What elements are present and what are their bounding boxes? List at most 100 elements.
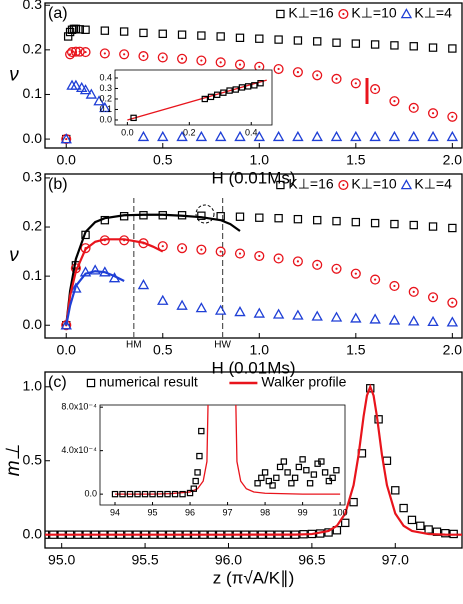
annotation-label: HW (214, 340, 231, 351)
marker (330, 130, 343, 142)
marker (215, 246, 226, 257)
marker (390, 41, 399, 50)
x-tick-label: 0.4 (245, 127, 258, 137)
marker (81, 25, 90, 34)
marker-dot (123, 53, 126, 56)
marker (330, 311, 343, 322)
marker-shape (119, 490, 126, 498)
marker (234, 59, 246, 70)
marker-shape (427, 315, 439, 327)
marker-shape (427, 108, 439, 119)
marker-shape (85, 88, 98, 99)
marker (390, 219, 399, 229)
series-line (127, 79, 267, 121)
legend-label: K⊥=4 (414, 176, 452, 192)
marker (235, 33, 245, 43)
marker-shape (370, 84, 381, 95)
marker (446, 316, 459, 327)
marker (428, 222, 438, 231)
marker-shape (171, 490, 179, 498)
marker-shape (196, 452, 203, 460)
marker-dot (277, 67, 280, 71)
annotation-label: HM (126, 340, 142, 351)
marker-shape (292, 309, 304, 320)
x-tick-label: 94 (110, 507, 120, 517)
marker-shape (111, 490, 119, 498)
marker (137, 130, 150, 142)
marker-shape (390, 41, 399, 50)
marker (177, 53, 188, 64)
marker-shape (251, 82, 258, 89)
marker-shape (207, 93, 215, 101)
marker (350, 268, 361, 279)
marker-shape (400, 8, 413, 19)
marker-shape (215, 57, 226, 68)
marker-shape (201, 95, 209, 103)
marker (234, 248, 246, 259)
marker (139, 28, 148, 38)
marker-shape (273, 474, 280, 482)
marker-shape (390, 219, 399, 229)
x-tick-label: 96 (185, 507, 195, 517)
marker (65, 49, 76, 60)
marker-shape (70, 79, 82, 90)
marker-shape (254, 480, 261, 487)
marker-shape (399, 503, 408, 513)
marker-shape (370, 218, 380, 228)
marker (369, 130, 381, 142)
marker (428, 43, 438, 52)
marker (272, 308, 285, 319)
marker-shape (137, 130, 150, 142)
marker-dot (238, 252, 242, 255)
marker-shape (416, 521, 425, 531)
marker-dot (180, 247, 184, 250)
marker (318, 458, 325, 465)
marker (197, 211, 206, 220)
marker-shape (80, 243, 91, 254)
marker-shape (284, 469, 291, 476)
marker (369, 313, 381, 324)
marker (201, 95, 209, 103)
marker-shape (409, 42, 418, 51)
marker (293, 36, 303, 45)
marker (351, 39, 361, 48)
marker (280, 458, 288, 465)
marker-shape (138, 238, 149, 249)
marker (213, 91, 221, 98)
marker-shape (226, 87, 233, 94)
marker (273, 253, 284, 264)
marker (254, 250, 265, 262)
plot-area (60, 24, 459, 145)
marker (141, 490, 149, 498)
marker (295, 463, 303, 471)
marker-shape (389, 280, 400, 292)
marker (75, 25, 84, 34)
marker (448, 44, 457, 53)
marker (197, 31, 206, 40)
marker (276, 180, 285, 190)
marker (220, 89, 227, 96)
marker (408, 130, 420, 142)
marker (157, 52, 168, 63)
marker-shape (350, 130, 362, 142)
marker-dot (200, 59, 203, 62)
legend-label: numerical result (99, 374, 198, 390)
marker-shape (350, 268, 361, 279)
marker-shape (272, 130, 285, 142)
marker-shape (254, 250, 265, 262)
marker (292, 67, 303, 78)
marker-shape (234, 248, 246, 259)
marker (176, 299, 188, 310)
marker (306, 480, 314, 487)
y-tick-label: 0.0 (23, 525, 43, 541)
y-tick-label: 0.2 (23, 218, 43, 234)
marker (226, 87, 233, 94)
marker-shape (234, 306, 246, 317)
marker-shape (349, 497, 358, 507)
marker-shape (196, 244, 207, 255)
marker (313, 37, 322, 46)
marker (273, 474, 280, 482)
marker-shape (119, 27, 129, 36)
marker (100, 26, 110, 35)
